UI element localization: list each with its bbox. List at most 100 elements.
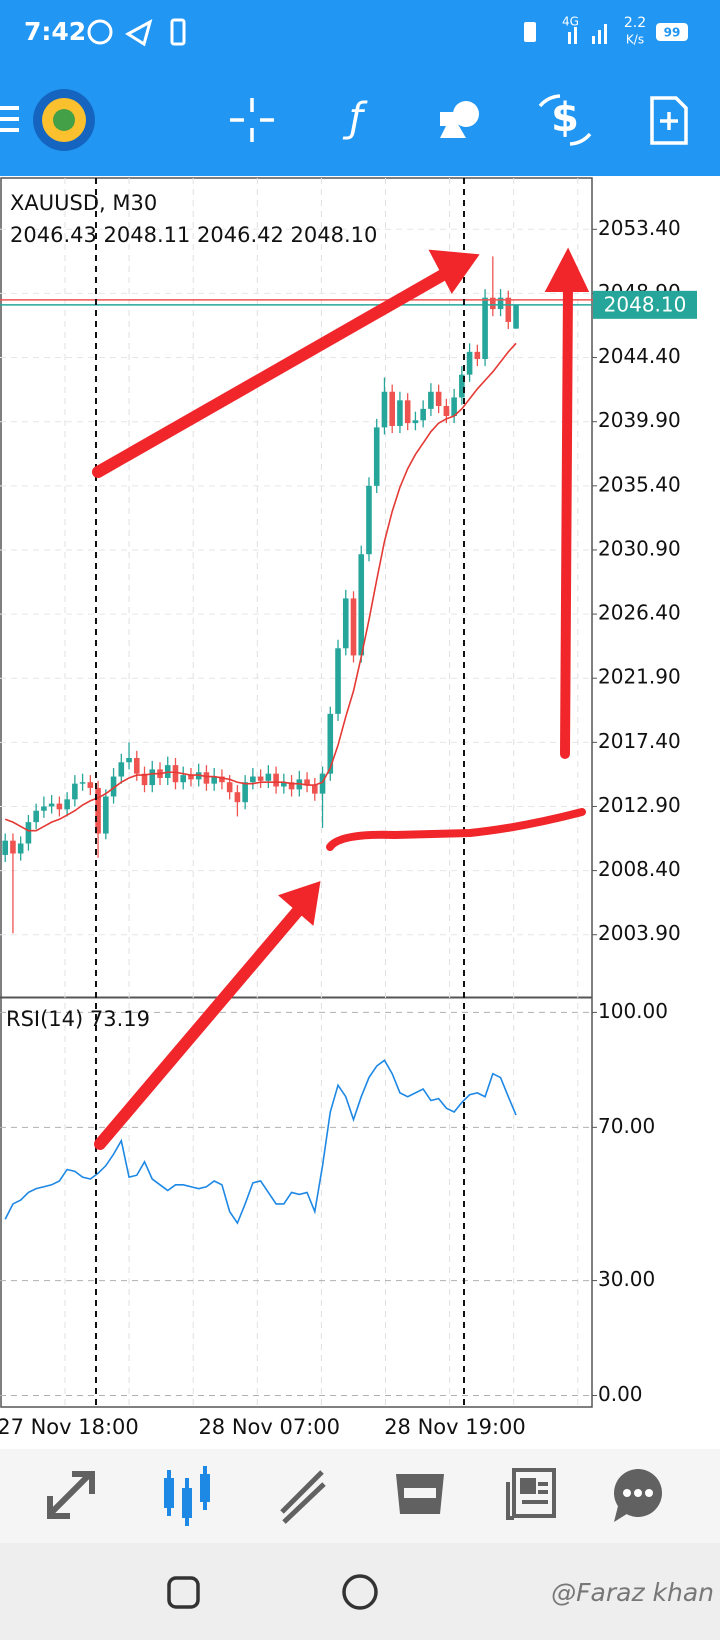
home-button[interactable] xyxy=(342,1574,378,1610)
app-bar xyxy=(0,0,720,176)
annotations xyxy=(92,247,590,1150)
candle-body xyxy=(265,773,272,781)
candle-body xyxy=(2,840,8,855)
notification-icons xyxy=(87,18,186,47)
price-label: 2048.10 xyxy=(604,292,687,316)
candle-body xyxy=(226,782,233,793)
y-tick-label: 2030.90 xyxy=(598,536,681,560)
news-tab[interactable] xyxy=(506,1468,556,1520)
candle-body xyxy=(459,374,465,398)
candle-body xyxy=(482,297,488,359)
y-tick-label: 2003.90 xyxy=(598,921,681,945)
candle-body xyxy=(257,776,264,781)
trade-button[interactable]: $ xyxy=(538,94,592,146)
battery-level: 99 xyxy=(664,26,681,40)
rsi-title: RSI(14) 73.19 xyxy=(6,1007,150,1031)
candle-body xyxy=(188,775,194,780)
net-speed: 2.2 xyxy=(624,15,646,31)
crosshair-button[interactable] xyxy=(230,98,274,142)
candle-body xyxy=(133,758,140,774)
quotes-tab[interactable] xyxy=(47,1471,95,1519)
y-tick-label: 70.00 xyxy=(598,1114,655,1138)
y-tick-label: 30.00 xyxy=(598,1267,655,1291)
candle-body xyxy=(288,782,295,790)
candle-body xyxy=(466,351,473,375)
y-tick-label: 2012.90 xyxy=(598,793,681,817)
recents-button[interactable] xyxy=(167,1576,200,1609)
signal-icons xyxy=(524,22,607,44)
candle-body xyxy=(420,408,426,421)
candle-body xyxy=(48,803,55,807)
candle-body xyxy=(103,796,109,834)
y-tick-label: 2008.40 xyxy=(598,857,681,881)
candle-body xyxy=(490,297,496,310)
moving-average xyxy=(4,342,517,832)
objects-button[interactable] xyxy=(440,101,479,138)
chart-tab[interactable] xyxy=(164,1466,210,1526)
clock: 7:42 xyxy=(24,17,86,46)
x-tick-label: 27 Nov 18:00 xyxy=(0,1415,139,1439)
battery xyxy=(656,23,688,41)
candle-body xyxy=(180,775,187,783)
chat-tab[interactable] xyxy=(614,1469,662,1522)
system-nav xyxy=(0,1543,720,1640)
candle-body xyxy=(64,799,70,810)
symbol-title: XAUUSD, M30 xyxy=(10,191,157,215)
y-tick-label: 2053.40 xyxy=(598,216,681,240)
rsi-line xyxy=(4,1059,517,1225)
candle-body xyxy=(172,765,179,783)
network-type: 4G xyxy=(562,15,579,29)
candle-body xyxy=(219,776,225,783)
candle-body xyxy=(273,773,279,787)
y-tick-label: 2026.40 xyxy=(598,601,681,625)
history-tab[interactable] xyxy=(396,1474,444,1514)
candle-body xyxy=(203,772,210,784)
y-tick-label: 2035.40 xyxy=(598,472,681,496)
svg-text:$: $ xyxy=(551,95,579,141)
candle-body xyxy=(72,783,78,800)
y-tick-label: 2039.90 xyxy=(598,408,681,432)
candle-body xyxy=(56,803,63,810)
ohlc-values: 2046.43 2048.11 2046.42 2048.10 xyxy=(10,223,377,247)
new-order-button[interactable] xyxy=(650,96,688,145)
candle-body xyxy=(25,822,32,844)
trade-tab[interactable] xyxy=(280,1470,326,1524)
candle-body xyxy=(211,776,217,784)
candle-body xyxy=(373,427,380,486)
candle-body xyxy=(381,391,388,428)
net-speed-unit: K/s xyxy=(626,33,644,47)
candle-body xyxy=(397,400,403,426)
candle-body xyxy=(33,810,39,823)
candle-body xyxy=(404,400,411,424)
candle-body xyxy=(412,420,419,424)
y-tick-label: 2021.90 xyxy=(598,665,681,689)
candle-body xyxy=(87,782,94,788)
candle-body xyxy=(335,648,341,714)
y-tick-label: 0.00 xyxy=(598,1382,643,1406)
candle-body xyxy=(505,297,512,322)
app-logo[interactable] xyxy=(33,89,95,151)
candle-body xyxy=(304,779,310,786)
menu-button[interactable] xyxy=(0,106,19,132)
x-tick-label: 28 Nov 07:00 xyxy=(198,1415,340,1439)
candle-body xyxy=(497,297,504,310)
x-tick-label: 28 Nov 19:00 xyxy=(384,1415,526,1439)
candle-body xyxy=(513,304,519,329)
candle-body xyxy=(312,785,318,794)
watermark: @Faraz khan xyxy=(551,1578,714,1607)
price-label-bg xyxy=(593,290,697,319)
candle-body xyxy=(10,840,16,854)
candle-body xyxy=(95,787,101,834)
candle-body xyxy=(250,776,256,783)
candle-body xyxy=(110,776,117,797)
candle-body xyxy=(234,792,241,803)
candle-body xyxy=(126,758,132,763)
candle-body xyxy=(79,782,86,784)
candle-body xyxy=(451,397,457,416)
time-grid xyxy=(64,178,579,1407)
candle-body xyxy=(358,554,365,656)
y-tick-label: 100.00 xyxy=(598,999,668,1023)
candle-body xyxy=(118,762,125,777)
candle-body xyxy=(141,773,148,786)
candle-body xyxy=(443,406,450,416)
